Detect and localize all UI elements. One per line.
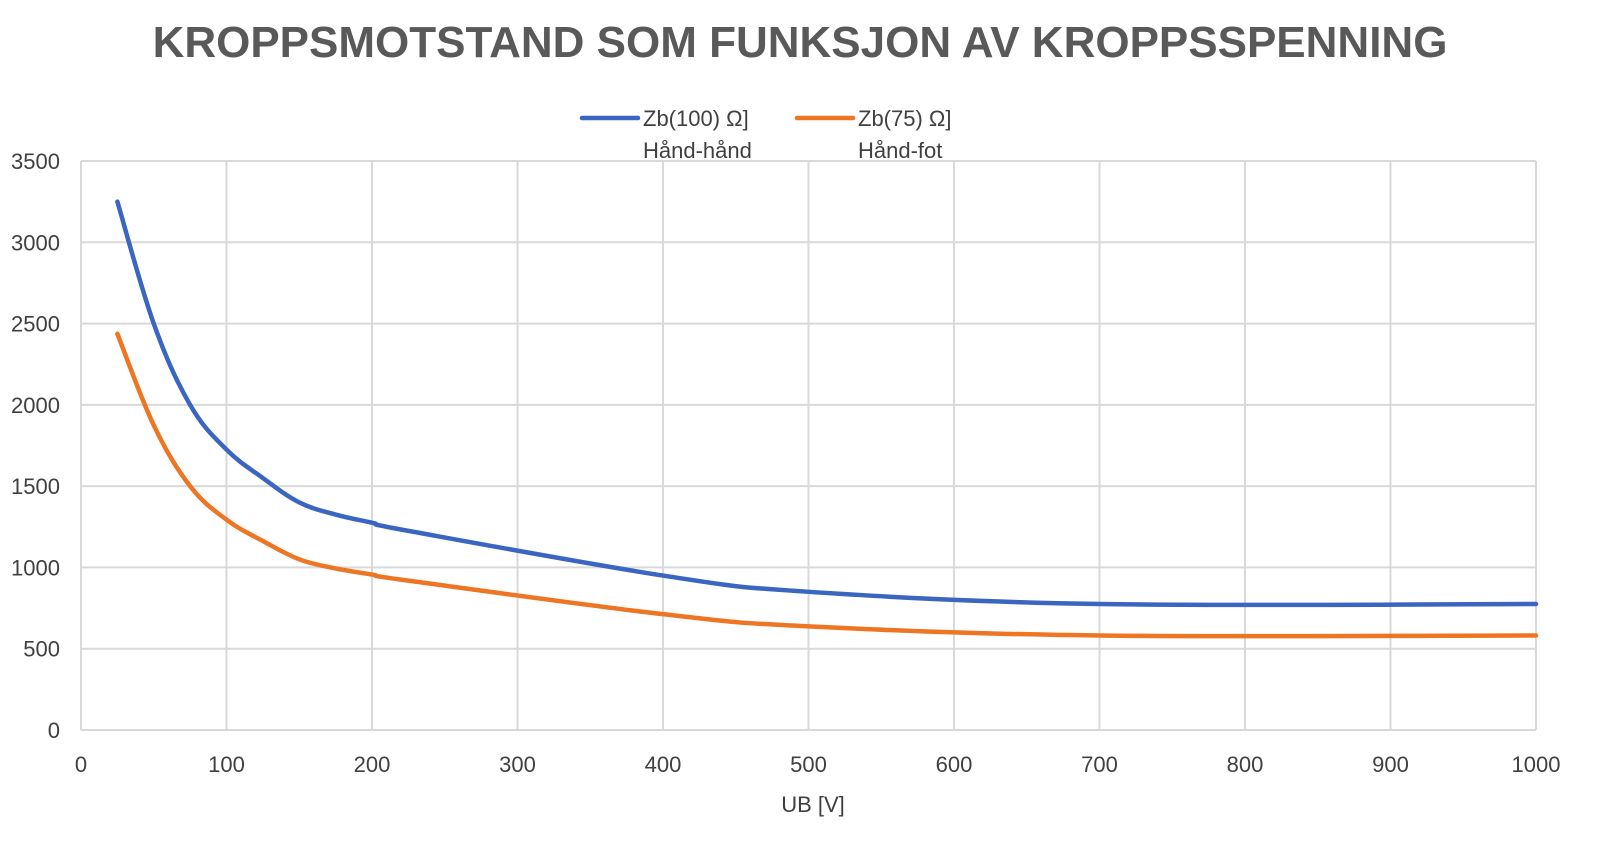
chart-title: KROPPSMOTSTAND SOM FUNKSJON AV KROPPSSPE…	[152, 18, 1448, 67]
series-line-1	[115, 331, 1539, 639]
legend-label-0: Zb(100) Ω]	[643, 106, 749, 131]
series-line-0	[115, 199, 1539, 608]
x-tick-label: 600	[936, 752, 973, 777]
x-tick-label: 1000	[1512, 752, 1561, 777]
legend-label-1: Zb(75) Ω]	[858, 106, 951, 131]
x-tick-label: 100	[208, 752, 245, 777]
y-tick-label: 2000	[11, 393, 60, 418]
x-axis-ticks: 0 100 200 300 400 500 600 700 800 900 1000	[75, 752, 1561, 777]
x-tick-label: 900	[1372, 752, 1409, 777]
y-tick-label: 3000	[11, 230, 60, 255]
x-tick-label: 700	[1081, 752, 1118, 777]
y-tick-label: 1000	[11, 555, 60, 580]
gridlines	[80, 160, 1537, 731]
y-tick-label: 500	[23, 637, 60, 662]
x-tick-label: 200	[354, 752, 391, 777]
data-lines	[115, 199, 1539, 639]
y-tick-label: 3500	[11, 149, 60, 174]
x-tick-label: 800	[1227, 752, 1264, 777]
x-axis-title: UB [V]	[781, 792, 845, 817]
legend-sublabel-0: Hånd-hånd	[643, 138, 752, 163]
y-tick-label: 1500	[11, 474, 60, 499]
x-tick-label: 300	[499, 752, 536, 777]
legend-sublabel-1: Hånd-fot	[858, 138, 942, 163]
y-axis-ticks: 0 500 1000 1500 2000 2500 3000 3500	[11, 149, 60, 743]
y-tick-label: 2500	[11, 312, 60, 337]
y-tick-label: 0	[48, 718, 60, 743]
x-tick-label: 500	[790, 752, 827, 777]
legend: Zb(100) Ω] Hånd-hånd Zb(75) Ω] Hånd-fot	[579, 106, 951, 163]
x-tick-label: 400	[645, 752, 682, 777]
x-tick-label: 0	[75, 752, 87, 777]
